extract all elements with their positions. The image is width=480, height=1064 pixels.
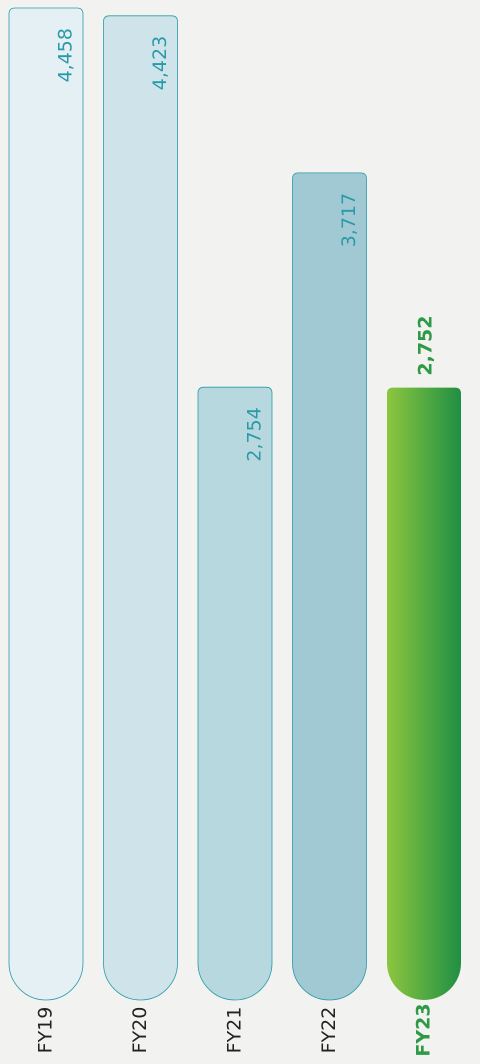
value-label: 2,752: [415, 316, 437, 376]
value-label: 3,717: [338, 193, 360, 247]
category-label: FY20: [129, 1007, 151, 1054]
category-label: FY21: [224, 1007, 246, 1054]
category-label: FY23: [413, 1003, 435, 1056]
bar: [387, 387, 461, 1001]
value-label: 4,423: [149, 36, 171, 90]
bar: [197, 386, 273, 1001]
bar: [8, 7, 84, 1001]
category-label: FY22: [318, 1007, 340, 1054]
value-label: 4,458: [55, 28, 77, 82]
bar: [292, 172, 367, 1001]
value-label: 2,754: [244, 407, 266, 461]
category-label: FY19: [35, 1007, 57, 1054]
bar: [103, 15, 178, 1001]
